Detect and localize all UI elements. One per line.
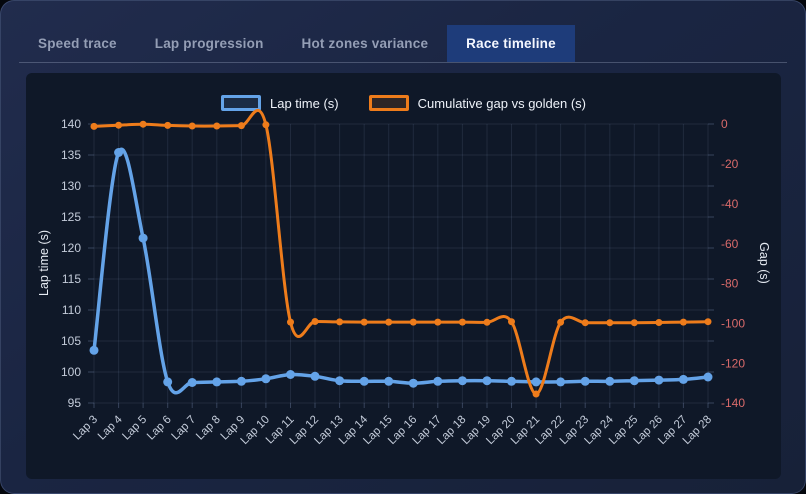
chart-panel: Lap time (s) Cumulative gap vs golden (s)…	[26, 73, 781, 479]
race-timeline-chart[interactable]: 140 135 130 125 120 115 110 105 100 95 0 -20 -40 -60 -…	[26, 73, 781, 479]
data-point[interactable]	[89, 345, 99, 355]
grid-lines	[88, 123, 714, 408]
svg-text:-80: -80	[721, 277, 739, 291]
svg-text:110: 110	[62, 303, 81, 317]
data-point[interactable]	[139, 120, 147, 128]
data-point[interactable]	[286, 370, 295, 379]
legend-item-cumulative-gap[interactable]: Cumulative gap vs golden (s)	[368, 95, 586, 111]
svg-text:-140: -140	[721, 396, 745, 410]
data-point[interactable]	[335, 376, 345, 386]
data-point[interactable]	[236, 376, 246, 386]
left-axis-tick-labels: 140 135 130 125 120 115 110 105 100 95	[61, 117, 81, 410]
svg-text:-40: -40	[721, 197, 739, 211]
svg-text:-60: -60	[721, 237, 739, 251]
data-point[interactable]	[606, 319, 614, 327]
tab-speed-trace[interactable]: Speed trace	[19, 25, 136, 62]
data-point[interactable]	[90, 122, 98, 130]
data-point[interactable]	[287, 318, 294, 326]
tab-race-timeline[interactable]: Race timeline	[447, 25, 575, 62]
data-point[interactable]	[556, 377, 566, 387]
data-point[interactable]	[507, 376, 516, 386]
tab-lap-progression[interactable]: Lap progression	[136, 25, 283, 62]
data-point[interactable]	[482, 376, 492, 386]
data-point[interactable]	[483, 318, 491, 326]
svg-text:120: 120	[61, 241, 81, 255]
data-point[interactable]	[557, 318, 565, 326]
data-point[interactable]	[580, 376, 590, 386]
data-point[interactable]	[262, 121, 270, 129]
legend-item-lap-time[interactable]: Lap time (s)	[221, 95, 339, 111]
data-point[interactable]	[360, 318, 368, 326]
data-point[interactable]	[188, 122, 196, 130]
data-point[interactable]	[678, 374, 688, 384]
svg-text:130: 130	[61, 179, 81, 193]
data-point[interactable]	[359, 376, 369, 386]
data-point[interactable]	[581, 319, 589, 327]
data-point[interactable]	[164, 121, 172, 129]
svg-text:Lap 3: Lap 3	[71, 414, 100, 443]
legend-swatch-icon	[221, 95, 261, 111]
legend-swatch-icon	[368, 95, 409, 111]
data-point[interactable]	[212, 377, 222, 387]
data-point[interactable]	[458, 318, 466, 326]
data-point[interactable]	[655, 319, 663, 326]
data-point[interactable]	[310, 371, 320, 381]
svg-text:Lap 8: Lap 8	[194, 414, 223, 443]
left-axis-title: Lap time (s)	[37, 230, 51, 296]
svg-text:Lap 7: Lap 7	[169, 414, 198, 443]
svg-text:115: 115	[62, 272, 81, 286]
data-point[interactable]	[115, 121, 123, 129]
svg-text:100: 100	[61, 365, 81, 379]
data-point[interactable]	[187, 378, 197, 387]
data-point[interactable]	[531, 377, 541, 387]
svg-text:135: 135	[61, 148, 81, 162]
svg-text:0: 0	[721, 117, 728, 131]
right-axis-title: Gap (s)	[757, 242, 771, 284]
data-point[interactable]	[261, 374, 271, 384]
lap-time-series[interactable]	[89, 147, 713, 395]
svg-text:-100: -100	[721, 317, 745, 331]
data-point[interactable]	[679, 318, 687, 326]
chart-legend: Lap time (s) Cumulative gap vs golden (s)	[26, 95, 781, 111]
data-point[interactable]	[408, 378, 418, 388]
data-point[interactable]	[237, 122, 245, 130]
data-point[interactable]	[384, 376, 394, 386]
data-point[interactable]	[532, 390, 540, 398]
data-point[interactable]	[433, 376, 443, 386]
gap-series[interactable]	[90, 108, 712, 398]
svg-text:-120: -120	[721, 356, 745, 370]
svg-text:95: 95	[68, 396, 82, 410]
data-point[interactable]	[163, 377, 173, 387]
data-point[interactable]	[457, 376, 467, 386]
data-point[interactable]	[629, 376, 639, 386]
legend-label: Cumulative gap vs golden (s)	[417, 95, 586, 111]
data-point[interactable]	[114, 148, 124, 157]
svg-text:-20: -20	[721, 157, 739, 171]
data-point[interactable]	[213, 122, 221, 130]
svg-text:Lap 5: Lap 5	[120, 414, 149, 443]
legend-label: Lap time (s)	[270, 95, 339, 111]
data-point[interactable]	[409, 318, 417, 326]
data-point[interactable]	[311, 318, 319, 325]
svg-text:Lap 6: Lap 6	[145, 414, 174, 443]
data-point[interactable]	[434, 318, 442, 326]
svg-text:125: 125	[61, 210, 81, 224]
data-point[interactable]	[654, 375, 664, 385]
data-point[interactable]	[630, 319, 638, 327]
data-point[interactable]	[703, 372, 713, 382]
svg-text:Lap 4: Lap 4	[96, 413, 125, 442]
data-point[interactable]	[704, 318, 712, 326]
tab-hot-zones-variance[interactable]: Hot zones variance	[283, 25, 448, 62]
data-point[interactable]	[138, 233, 148, 243]
tab-bar: Speed trace Lap progression Hot zones va…	[19, 25, 787, 63]
data-point[interactable]	[605, 376, 615, 386]
svg-text:105: 105	[61, 334, 81, 348]
right-axis-tick-labels: 0 -20 -40 -60 -80 -100 -120 -140	[721, 117, 745, 410]
data-point[interactable]	[336, 318, 344, 326]
svg-text:140: 140	[61, 117, 81, 131]
data-point[interactable]	[385, 318, 393, 326]
data-point[interactable]	[508, 318, 515, 326]
